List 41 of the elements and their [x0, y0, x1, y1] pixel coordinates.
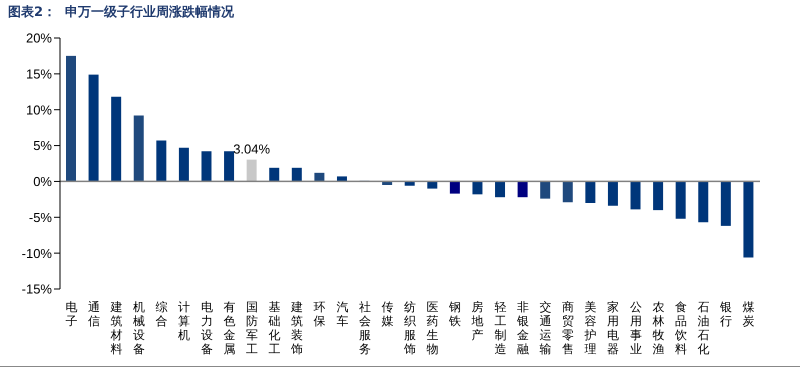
x-tick-label: 家用电器	[607, 300, 620, 356]
x-tick-label: 传媒	[381, 300, 394, 328]
x-tick-label: 钢铁	[448, 300, 462, 328]
x-tick-label: 有色金属	[223, 300, 236, 356]
y-tick-label: 5%	[33, 138, 52, 154]
x-tick-label: 汽车	[336, 300, 348, 328]
x-tick-label: 公用事业	[630, 300, 642, 356]
x-tick-label: 房地产	[470, 300, 484, 342]
y-tick-label: 20%	[26, 30, 52, 46]
x-tick-label: 国防军工	[246, 300, 258, 356]
x-tick-label: 石油石化	[698, 300, 710, 356]
x-tick-label: 社会服务	[358, 300, 371, 356]
y-tick-label: 0%	[33, 174, 52, 190]
x-tick-label: 通信	[88, 300, 100, 328]
x-tick-label: 商贸零售	[562, 300, 574, 356]
x-tick-label: 医药生物	[426, 300, 439, 356]
x-tick-label: 电力设备	[200, 300, 213, 356]
x-tick-label: 建筑材料	[109, 300, 122, 356]
x-tick-label: 纺织服饰	[403, 300, 416, 356]
x-tick-label: 计算机	[178, 300, 190, 342]
x-tick-label: 环保	[314, 300, 326, 328]
x-tick-label: 建筑装饰	[290, 300, 304, 356]
x-tick-label: 煤炭	[742, 300, 755, 328]
x-tick-label: 机械设备	[133, 300, 146, 356]
y-tick-label: -10%	[22, 246, 52, 261]
y-tick-label: 15%	[26, 66, 52, 82]
x-tick-label: 银行	[719, 300, 732, 328]
x-tick-label: 交通运输	[539, 300, 552, 356]
y-tick-label: 10%	[26, 102, 52, 118]
x-tick-label: 非银金融	[516, 300, 529, 356]
x-tick-label: 农林牧渔	[651, 300, 664, 356]
x-tick-label: 美容护理	[584, 300, 597, 356]
data-label: 3.04%	[233, 142, 271, 157]
x-tick-label: 轻工制造	[494, 300, 506, 356]
x-tick-label: 综合	[156, 300, 168, 328]
y-tick-label: -15%	[22, 282, 52, 297]
x-tick-label: 食品饮料	[674, 300, 687, 356]
chart-title: 图表2： 申万一级子行业周涨跌幅情况	[8, 4, 234, 21]
y-tick-label: -5%	[28, 210, 52, 225]
x-tick-label: 基础化工	[268, 300, 281, 356]
x-tick-label: 电子	[65, 300, 78, 328]
